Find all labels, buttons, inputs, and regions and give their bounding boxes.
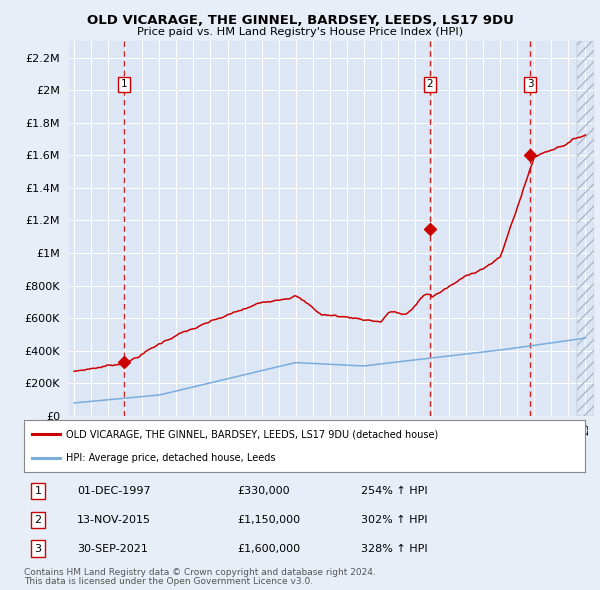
Text: 3: 3 [35, 543, 41, 553]
Text: 13-NOV-2015: 13-NOV-2015 [77, 515, 151, 525]
Text: 328% ↑ HPI: 328% ↑ HPI [361, 543, 427, 553]
Text: £330,000: £330,000 [237, 486, 290, 496]
Text: OLD VICARAGE, THE GINNEL, BARDSEY, LEEDS, LS17 9DU (detached house): OLD VICARAGE, THE GINNEL, BARDSEY, LEEDS… [66, 429, 439, 439]
Text: Contains HM Land Registry data © Crown copyright and database right 2024.: Contains HM Land Registry data © Crown c… [24, 568, 376, 576]
Text: 302% ↑ HPI: 302% ↑ HPI [361, 515, 427, 525]
Text: £1,600,000: £1,600,000 [237, 543, 301, 553]
Text: 1: 1 [121, 80, 127, 89]
Text: 254% ↑ HPI: 254% ↑ HPI [361, 486, 427, 496]
Text: 1: 1 [35, 486, 41, 496]
Text: 2: 2 [34, 515, 41, 525]
Text: 01-DEC-1997: 01-DEC-1997 [77, 486, 151, 496]
Text: This data is licensed under the Open Government Licence v3.0.: This data is licensed under the Open Gov… [24, 577, 313, 586]
Text: 2: 2 [427, 80, 433, 89]
Text: HPI: Average price, detached house, Leeds: HPI: Average price, detached house, Leed… [66, 453, 275, 463]
Text: 30-SEP-2021: 30-SEP-2021 [77, 543, 148, 553]
Text: £1,150,000: £1,150,000 [237, 515, 301, 525]
Text: Price paid vs. HM Land Registry's House Price Index (HPI): Price paid vs. HM Land Registry's House … [137, 27, 463, 37]
Text: 3: 3 [527, 80, 533, 89]
Text: OLD VICARAGE, THE GINNEL, BARDSEY, LEEDS, LS17 9DU: OLD VICARAGE, THE GINNEL, BARDSEY, LEEDS… [86, 14, 514, 27]
